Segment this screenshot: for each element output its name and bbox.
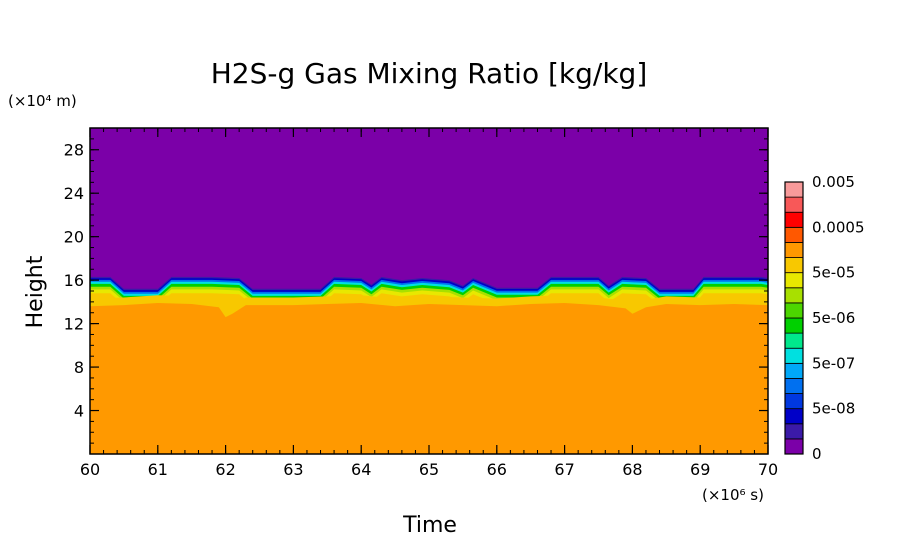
x-tick-label: 63	[283, 460, 303, 479]
y-tick-label: 12	[64, 315, 84, 334]
x-tick-label: 66	[487, 460, 507, 479]
colorbar-swatch	[784, 362, 804, 379]
x-tick-label: 68	[622, 460, 642, 479]
colorbar-swatch	[784, 408, 804, 425]
colorbar-swatch	[784, 211, 804, 228]
colorbar-label: 0	[812, 445, 822, 463]
x-tick-label: 70	[758, 460, 778, 479]
chart-title: H2S-g Gas Mixing Ratio [kg/kg]	[211, 57, 648, 90]
colorbar: 0 5e-08 5e-07 5e-06 5e-05 0.0005 0.005	[784, 173, 865, 463]
y-tick-label: 28	[64, 141, 84, 160]
y-unit-label: (×10⁴ m)	[8, 92, 77, 110]
x-tick-label: 69	[690, 460, 710, 479]
colorbar-label: 5e-06	[812, 309, 855, 327]
lower-region	[90, 303, 768, 454]
x-tick-label: 64	[351, 460, 371, 479]
x-unit-label: (×10⁶ s)	[702, 486, 764, 504]
y-tick-label: 24	[64, 184, 84, 203]
colorbar-swatch	[784, 347, 804, 364]
colorbar-swatch	[784, 332, 804, 349]
x-axis-label: Time	[402, 513, 457, 538]
colorbar-label: 0.0005	[812, 218, 865, 236]
x-tick-label: 65	[419, 460, 439, 479]
colorbar-swatch	[784, 242, 804, 258]
colorbar-swatch	[784, 196, 804, 213]
y-axis-label: Height	[23, 255, 48, 328]
colorbar-swatch	[784, 423, 804, 440]
colorbar-swatch	[784, 378, 804, 394]
plot-area	[90, 128, 768, 454]
colorbar-swatch	[784, 257, 804, 274]
colorbar-label: 5e-05	[812, 264, 855, 282]
y-tick-label: 8	[74, 358, 84, 377]
y-tick-label: 16	[64, 271, 84, 290]
colorbar-swatch	[784, 438, 804, 455]
colorbar-frame	[784, 181, 804, 455]
colorbar-swatch	[784, 302, 804, 319]
y-tick-label: 4	[74, 402, 84, 421]
colorbar-label: 5e-07	[812, 354, 855, 372]
x-tick-label: 60	[80, 460, 100, 479]
colorbar-swatch	[784, 272, 804, 289]
colorbar-swatch	[784, 226, 804, 243]
x-tick-label: 61	[148, 460, 168, 479]
colorbar-label: 0.005	[812, 173, 855, 191]
colorbar-swatch	[784, 287, 804, 304]
colorbar-swatch	[784, 317, 804, 334]
y-tick-label: 20	[64, 228, 84, 247]
colorbar-swatch	[784, 181, 804, 198]
axes: 60 61 62 63 64 65 66 67 68 69 70 4 8 12 16 20 24 28	[64, 127, 778, 479]
colorbar-swatch	[784, 393, 804, 410]
x-tick-label: 67	[554, 460, 574, 479]
x-tick-label: 62	[215, 460, 235, 479]
colorbar-label: 5e-08	[812, 400, 855, 418]
